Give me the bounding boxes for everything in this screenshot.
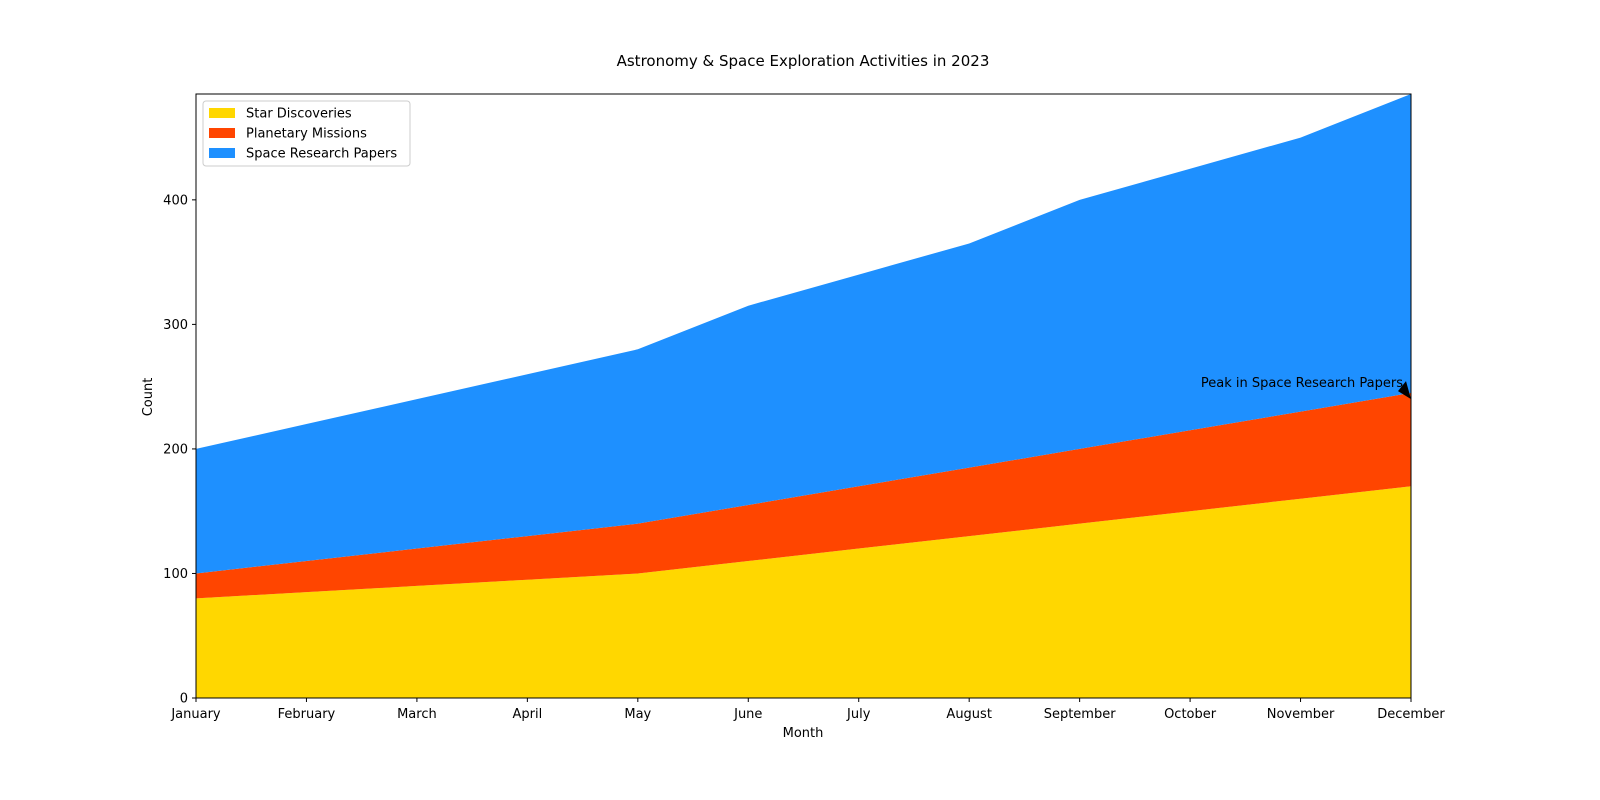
y-axis-title: Count	[141, 378, 156, 417]
legend-label-space-research-papers: Space Research Papers	[246, 147, 397, 162]
x-tick-label: October	[1164, 707, 1217, 722]
area-layers	[196, 94, 1411, 698]
x-tick-label: November	[1267, 707, 1335, 722]
x-tick-label: February	[278, 707, 336, 722]
legend-box	[202, 100, 411, 167]
area-star-discoveries	[196, 486, 1411, 698]
y-tick-label: 200	[163, 442, 188, 457]
x-tick-label: April	[513, 707, 543, 722]
legend-label-star-discoveries: Star Discoveries	[246, 107, 352, 122]
x-tick-label: August	[946, 707, 992, 722]
area-space-research-papers	[196, 94, 1411, 574]
chart-title: Astronomy & Space Exploration Activities…	[617, 52, 990, 70]
legend-swatch-star-discoveries	[209, 108, 235, 118]
x-axis: January February March April May June July Augu…	[170, 698, 1445, 722]
annotation: Peak in Space Research Papers	[1201, 376, 1411, 400]
x-tick-label: July	[846, 707, 871, 722]
y-axis: 0 100 200 300 400	[163, 193, 196, 707]
legend-label-planetary-missions: Planetary Missions	[246, 127, 367, 142]
legend: Star Discoveries Planetary Missions Space …	[202, 100, 411, 167]
y-tick-label: 300	[163, 318, 188, 333]
y-tick-label: 0	[180, 692, 188, 707]
x-tick-label: May	[624, 707, 651, 722]
x-axis-title: Month	[783, 726, 824, 741]
x-tick-label: September	[1044, 707, 1117, 722]
y-tick-label: 100	[163, 567, 188, 582]
x-tick-label: March	[397, 707, 437, 722]
annotation-text: Peak in Space Research Papers	[1201, 376, 1403, 391]
legend-swatch-space-research-papers	[209, 148, 235, 158]
annotation-arrow-icon	[1398, 381, 1411, 400]
x-tick-label: June	[733, 707, 762, 722]
x-tick-label: January	[170, 707, 221, 722]
legend-swatch-planetary-missions	[209, 128, 235, 138]
plot-frame	[195, 93, 1412, 699]
y-tick-label: 400	[163, 193, 188, 208]
x-tick-label: December	[1377, 707, 1445, 722]
